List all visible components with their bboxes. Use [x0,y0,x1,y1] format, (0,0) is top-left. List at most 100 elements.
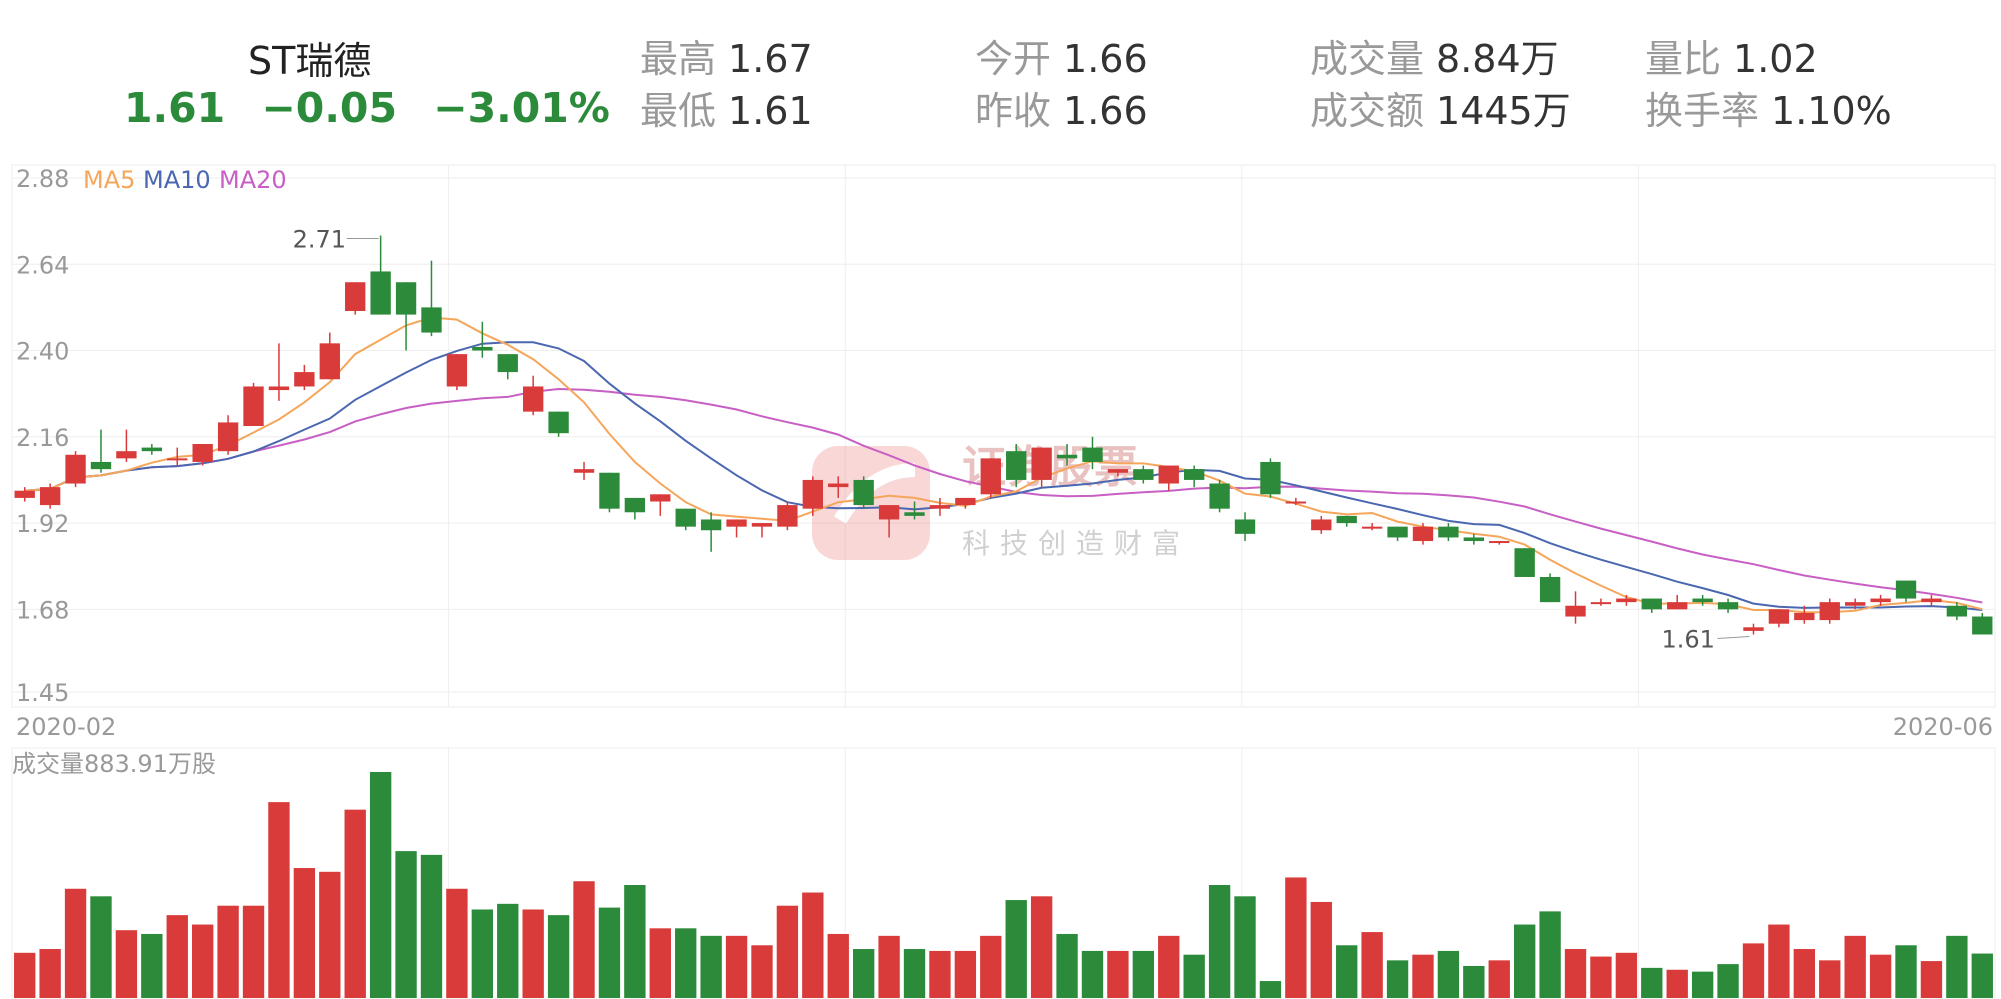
candle-body [1514,548,1535,577]
candle-body [1260,461,1281,495]
candle [1387,526,1408,542]
candle-body [878,505,900,520]
candle-body [1539,576,1561,603]
volume-bar [700,935,722,998]
stat-turnover-amount: 成交额 1445万 [1310,80,1571,135]
candle-body [90,461,112,470]
candle-body [192,443,213,462]
volume-bar [1361,932,1383,998]
candle-body [1717,602,1739,610]
volume-bar [827,933,849,998]
candle-body [1107,469,1129,473]
volume-bar [268,802,290,998]
y-tick-label: 1.68 [16,596,69,624]
volume-bar [624,885,646,998]
legend-ma10: MA10 [143,166,211,194]
candle [1489,541,1510,545]
candle [1768,609,1790,628]
candle [1692,594,1713,606]
candle [650,494,671,516]
candle-body [1006,451,1027,480]
candle-body [1336,515,1357,524]
candle-body [624,497,646,513]
volume-bar [1691,971,1714,998]
candle [1031,447,1052,488]
candle [446,354,468,391]
candle [1946,602,1968,621]
volume-bar [954,950,977,998]
candle-body [1387,526,1408,538]
candle-body [777,505,798,527]
stat-label: 换手率 [1645,89,1760,133]
volume-bar [242,905,265,998]
stat-label: 成交额 [1310,89,1425,133]
candle [1921,594,1942,606]
candle-body [1819,602,1840,621]
candle [599,472,620,513]
candle-body [650,494,671,502]
candle [1234,512,1256,542]
candle [523,375,544,416]
candle-body [497,354,518,373]
candle [878,505,900,538]
volume-bar [344,809,366,998]
candle [497,354,518,380]
volume-bar [522,909,544,998]
y-tick-label: 2.64 [16,251,69,279]
candle [167,447,188,466]
volume-bar [878,935,900,998]
volume-bar [1920,961,1943,998]
candle [1463,533,1484,545]
candle-body [1133,469,1154,480]
candle [573,461,595,480]
candle-body [1667,602,1688,610]
price-change: −0.05 [261,84,397,132]
candle [1641,598,1662,613]
candle-body [573,469,595,473]
candle [726,519,747,538]
candle [1285,497,1307,506]
candle [1260,458,1281,498]
candle [1006,443,1027,488]
volume-bar [1412,954,1434,998]
volume-panel-frame [11,747,1996,999]
candle-body [472,346,493,351]
candle-body [319,343,340,380]
y-tick-label: 1.92 [16,510,69,538]
candle-body [1768,609,1790,624]
candle [1590,598,1612,606]
candle [217,415,239,455]
volume-bar [852,949,875,998]
candle-body [1209,483,1230,509]
volume-bar [1386,960,1409,998]
candle-body [1056,454,1078,459]
x-label-start: 2020-02 [16,713,116,741]
candle [1667,594,1688,610]
low-marker-line [1717,635,1750,639]
candle [1311,515,1332,534]
volume-bar [497,903,519,998]
volume-bar [420,854,443,998]
candle-body [1590,602,1612,605]
stat-label: 最低 [640,89,717,133]
candle-body [294,372,315,387]
volume-bar [1539,911,1561,998]
volume-bar [980,935,1002,998]
candle-body [370,271,391,315]
candle [1972,612,1993,635]
candle [1717,598,1739,613]
volume-bar [471,909,494,998]
candle [1895,580,1917,603]
candle [192,443,213,466]
candle-body [1921,598,1942,603]
ma20-line [24,387,1983,604]
volume-bar [1234,896,1256,998]
candle [243,382,264,427]
candle [345,282,366,315]
candle [1412,523,1434,545]
volume-bar [1132,950,1155,998]
candle [1794,605,1815,624]
price-panel-frame [11,164,1996,708]
candle-body [1616,598,1637,603]
candle [802,476,823,516]
